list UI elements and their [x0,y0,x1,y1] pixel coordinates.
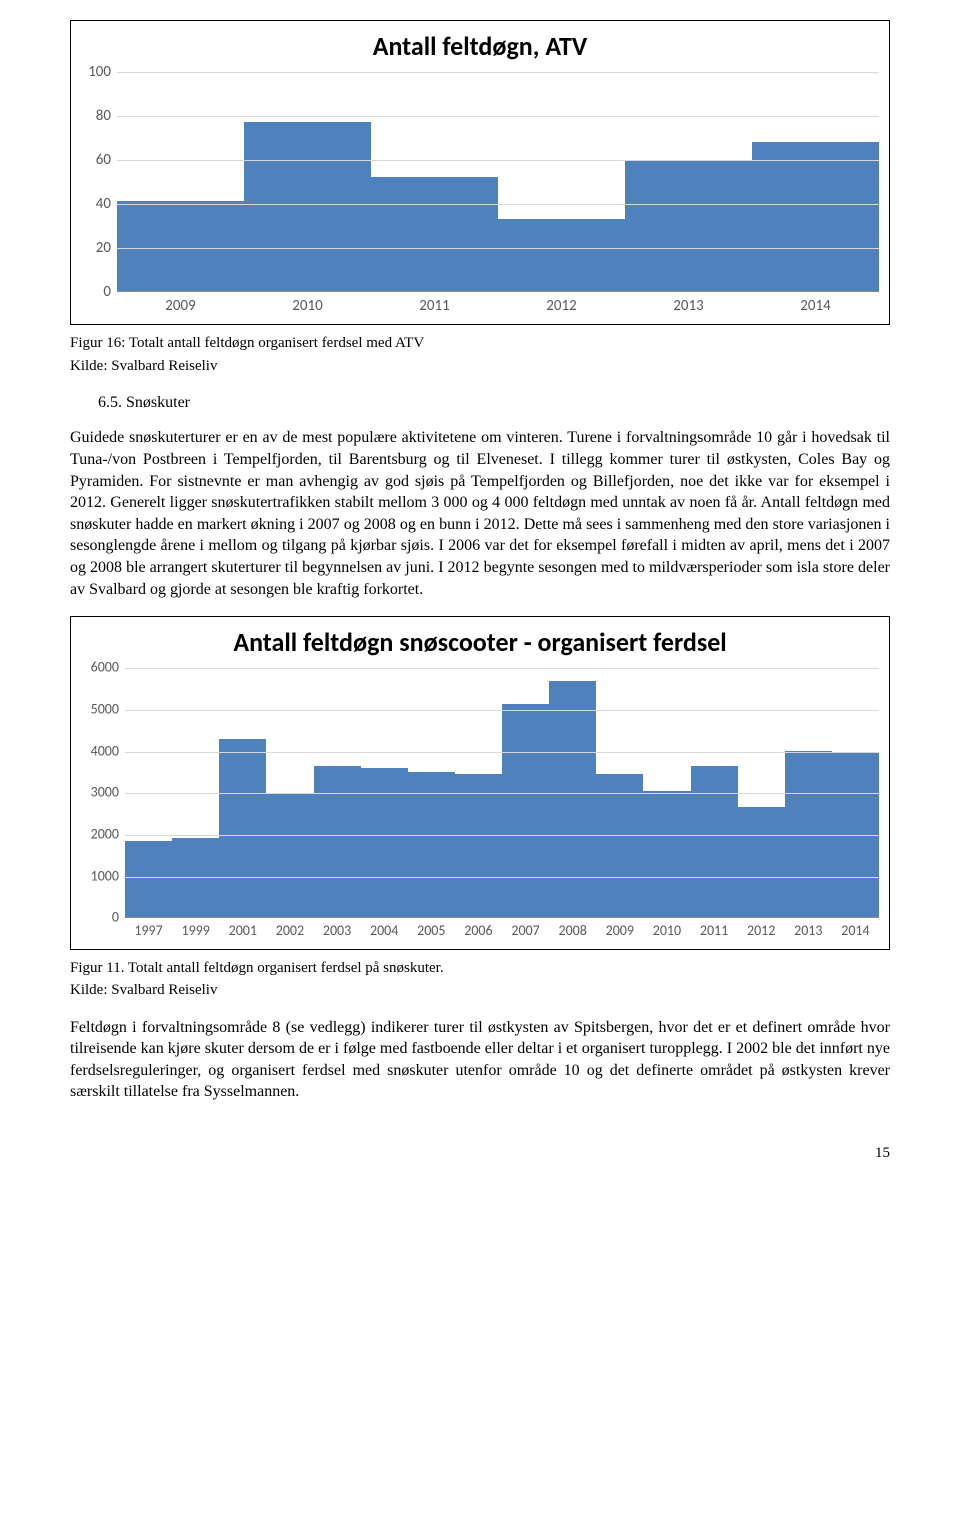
figure16-caption: Figur 16: Totalt antall feltdøgn organis… [70,333,890,353]
y-tick-label: 0 [112,909,119,928]
bar [498,219,625,291]
bar [455,774,502,917]
x-tick-label: 2004 [361,922,408,941]
x-tick-label: 1997 [125,922,172,941]
gridline [125,710,879,711]
y-tick-label: 20 [96,238,111,258]
x-tick-label: 2010 [643,922,690,941]
chart2-y-axis: 6000500040003000200010000 [81,668,125,918]
bar [361,768,408,917]
chart1-bars [117,72,879,291]
gridline [125,877,879,878]
y-tick-label: 40 [96,194,111,214]
bar [691,766,738,917]
y-tick-label: 5000 [91,700,119,719]
bar [125,841,172,918]
bar [738,807,785,917]
figure16-source: Kilde: Svalbard Reiseliv [70,356,890,376]
x-tick-label: 2009 [596,922,643,941]
paragraph-snoskuter-intro: Guidede snøskuterturer er en av de mest … [70,427,890,600]
y-tick-label: 1000 [91,867,119,886]
chart1-title: Antall feltdøgn, ATV [81,29,879,64]
x-tick-label: 2013 [625,296,752,316]
x-tick-label: 2011 [371,296,498,316]
page-number: 15 [70,1143,890,1163]
x-tick-label: 2011 [691,922,738,941]
bar-slot [625,72,752,291]
x-tick-label: 2012 [738,922,785,941]
gridline [125,793,879,794]
y-tick-label: 80 [96,106,111,126]
x-tick-label: 2005 [408,922,455,941]
bar-slot [117,72,244,291]
bar [625,160,752,291]
bar [314,766,361,917]
chart2-area: 6000500040003000200010000 19971999200120… [81,668,879,941]
chart-snoscooter-feltdogn: Antall feltdøgn snøscooter - organisert … [70,616,890,950]
x-tick-label: 2008 [549,922,596,941]
bar [502,704,549,918]
bar [172,838,219,917]
y-tick-label: 4000 [91,742,119,761]
y-tick-label: 2000 [91,825,119,844]
chart-atv-feltdogn: Antall feltdøgn, ATV 100806040200 200920… [70,20,890,325]
bar-slot [752,72,879,291]
gridline [117,248,879,249]
bar [117,201,244,291]
bar-slot [498,72,625,291]
gridline [117,204,879,205]
gridline [125,752,879,753]
chart2-plot [125,668,879,918]
y-tick-label: 3000 [91,784,119,803]
x-tick-label: 1999 [172,922,219,941]
figure11-caption: Figur 11. Totalt antall feltdøgn organis… [70,958,890,978]
y-tick-label: 0 [103,282,111,302]
bar [219,739,266,917]
bar [371,177,498,291]
chart2-x-axis: 1997199920012002200320042005200620072008… [125,922,879,941]
x-tick-label: 2007 [502,922,549,941]
figure11-source: Kilde: Svalbard Reiseliv [70,980,890,1000]
chart1-y-axis: 100806040200 [81,72,117,292]
bar [266,793,313,918]
gridline [117,116,879,117]
x-tick-label: 2013 [785,922,832,941]
y-tick-label: 60 [96,150,111,170]
x-tick-label: 2010 [244,296,371,316]
paragraph-forvaltningsomrade: Feltdøgn i forvaltningsområde 8 (se vedl… [70,1017,890,1103]
x-tick-label: 2014 [752,296,879,316]
bar [596,774,643,917]
y-tick-label: 100 [88,62,111,82]
x-tick-label: 2012 [498,296,625,316]
bar-slot [371,72,498,291]
x-tick-label: 2009 [117,296,244,316]
gridline [125,668,879,669]
chart1-x-axis: 200920102011201220132014 [117,296,879,316]
y-tick-label: 6000 [91,659,119,678]
chart2-title: Antall feltdøgn snøscooter - organisert … [81,625,879,660]
section-heading-snoskuter: 6.5. Snøskuter [98,392,890,414]
bar [643,791,690,918]
bar [244,122,371,291]
bar-slot [244,72,371,291]
x-tick-label: 2001 [219,922,266,941]
x-tick-label: 2002 [266,922,313,941]
chart1-area: 100806040200 200920102011201220132014 [81,72,879,316]
chart1-plot [117,72,879,292]
gridline [117,160,879,161]
gridline [117,72,879,73]
x-tick-label: 2003 [314,922,361,941]
bar [549,681,596,918]
x-tick-label: 2014 [832,922,879,941]
gridline [125,835,879,836]
x-tick-label: 2006 [455,922,502,941]
bar [752,142,879,291]
